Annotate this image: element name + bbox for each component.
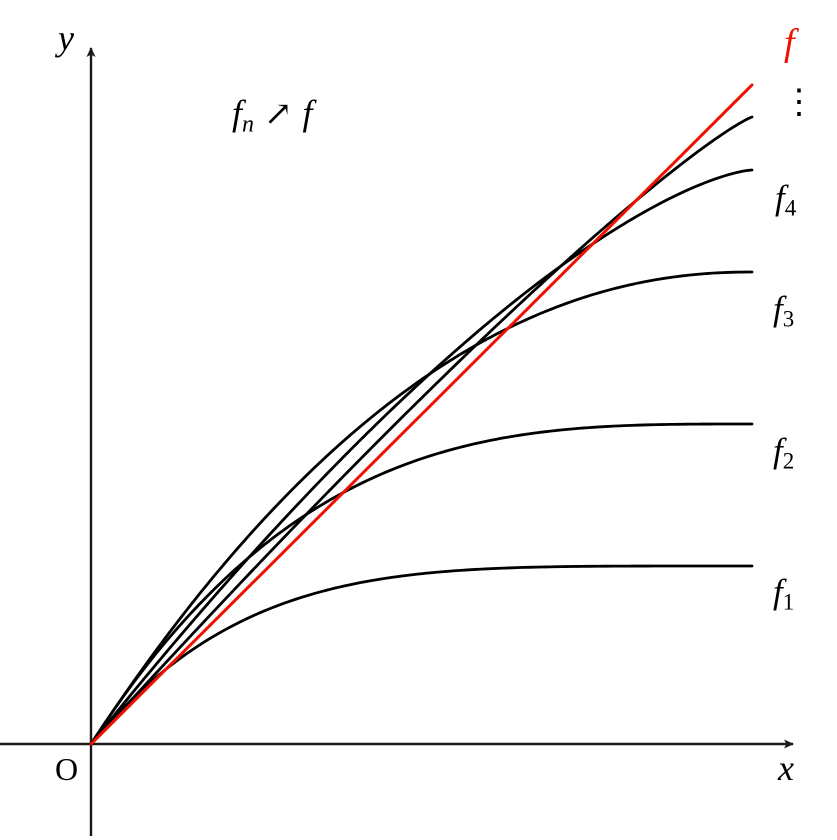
x-axis-label: x <box>778 748 794 788</box>
axis-group <box>0 47 794 836</box>
curve-label-subscript: 3 <box>782 306 795 332</box>
annotation-subscript: n <box>242 111 255 138</box>
annotation-target: f <box>302 93 313 133</box>
curve-label-f: f <box>784 24 795 62</box>
curve-f3 <box>89 270 754 746</box>
curve-label-f1: f1 <box>773 574 794 613</box>
curve-label-f2: f2 <box>773 433 794 472</box>
curve-label-subscript: 4 <box>784 195 797 221</box>
curve-label-base: f <box>773 431 783 470</box>
curve-label-f3: f3 <box>773 291 794 330</box>
curve-label-subscript: 1 <box>782 589 795 615</box>
curve-f2 <box>89 422 754 746</box>
curve-f <box>89 83 754 746</box>
curve-label-subscript: 2 <box>782 448 795 474</box>
curve-f1 <box>89 564 754 746</box>
origin-label: O <box>55 751 79 787</box>
annotation-base: f <box>232 93 243 133</box>
curve-f4 <box>89 168 754 746</box>
curve-label-base: f <box>773 289 783 328</box>
curve-label-base: f <box>773 572 783 611</box>
convergence-annotation: fn ↗ f <box>232 95 313 137</box>
curve-label-base: f <box>775 178 785 217</box>
curve-label-f4: f4 <box>775 180 796 219</box>
monotone-increase-arrow-icon: ↗ <box>264 96 293 133</box>
vertical-ellipsis-icon: ⋮ <box>782 84 816 121</box>
curve-group <box>89 83 754 746</box>
curve-label-base: f <box>784 22 795 64</box>
y-axis-label: y <box>58 18 74 58</box>
